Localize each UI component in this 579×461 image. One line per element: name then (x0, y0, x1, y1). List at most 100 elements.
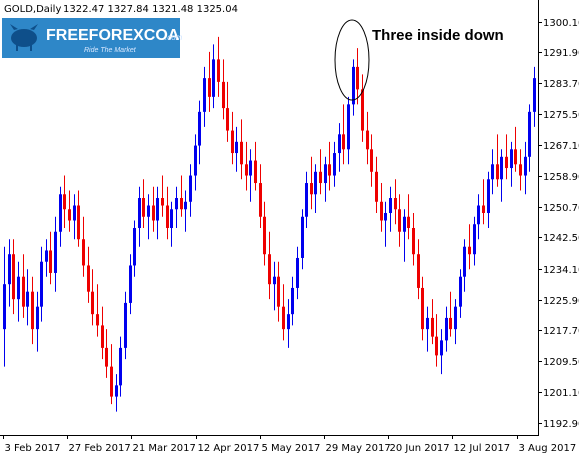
candle-body (435, 336, 438, 356)
candle-body (245, 164, 248, 176)
candle (287, 299, 290, 348)
candle-body (389, 198, 392, 214)
candle-body (440, 340, 443, 356)
candle-body (487, 179, 490, 214)
candle (301, 209, 304, 270)
y-tick-label: 1250.70 (543, 203, 579, 214)
candle (156, 186, 159, 240)
candle (31, 276, 34, 345)
x-tick-label: 3 Aug 2017 (519, 443, 577, 454)
ohlc-readout: 1322.47 1327.84 1321.48 1325.04 (63, 4, 238, 15)
candle (161, 175, 164, 217)
candle-body (282, 306, 285, 330)
candle-body (235, 141, 238, 154)
candle-body (273, 276, 276, 285)
candle-body (22, 276, 25, 307)
y-tick-label: 1275.50 (543, 110, 579, 121)
candle-body (268, 254, 271, 285)
candle-body (398, 209, 401, 232)
candle-body (184, 201, 187, 210)
candle-body (87, 265, 90, 292)
candle (147, 194, 150, 240)
candle (291, 276, 294, 326)
candle (138, 186, 141, 247)
x-tick-label: 29 May 2017 (326, 443, 391, 454)
candle-body (347, 104, 350, 150)
candle-body (3, 284, 6, 330)
candle-body (352, 66, 355, 105)
candle (222, 59, 225, 120)
candle-body (63, 194, 66, 210)
candle (259, 164, 262, 228)
candle-body (421, 287, 424, 330)
candle-body (240, 141, 243, 165)
candle-body (249, 160, 252, 176)
y-tick-label: 1267.10 (543, 141, 579, 152)
candle (519, 149, 522, 191)
pattern-highlight-ellipse (334, 19, 370, 101)
candle-body (431, 317, 434, 337)
candle (180, 175, 183, 217)
candle (208, 51, 211, 112)
candle (49, 231, 52, 285)
candle-body (449, 317, 452, 330)
candle-body (463, 246, 466, 277)
candle-body (482, 205, 485, 214)
candle-body (138, 198, 141, 228)
candle (245, 141, 248, 191)
candle (96, 284, 99, 337)
candle (449, 291, 452, 337)
candle (36, 291, 39, 352)
candle (370, 134, 373, 187)
candle (59, 186, 62, 247)
candle (273, 261, 276, 311)
candle-body (412, 227, 415, 255)
candle-body (129, 265, 132, 303)
candle (477, 194, 480, 240)
candle-body (468, 246, 471, 255)
candle (268, 231, 271, 300)
candle-body (477, 205, 480, 225)
candle-body (101, 325, 104, 348)
candle (73, 194, 76, 240)
candle (510, 141, 513, 187)
candle-body (189, 175, 192, 202)
candle-body (426, 317, 429, 330)
candle-body (77, 205, 80, 240)
candle (12, 239, 15, 315)
candle-body (319, 171, 322, 184)
candle (524, 141, 527, 195)
candle-body (203, 78, 206, 112)
candle-body (91, 291, 94, 315)
candle-body (454, 306, 457, 330)
x-axis: 3 Feb 2017 27 Feb 2017 21 Mar 2017 12 Apr 2… (3, 435, 577, 454)
candle (129, 254, 132, 315)
y-tick-label: 1242.50 (543, 233, 579, 244)
candle-body (96, 314, 99, 326)
candle (324, 156, 327, 202)
candle (101, 306, 104, 360)
candle (198, 100, 201, 165)
logo-tagline: Ride The Market (84, 47, 137, 54)
logo-name: FREEFOREXCOACH (46, 27, 202, 44)
x-tick-label: 21 Mar 2017 (133, 443, 196, 454)
candle-body (500, 156, 503, 180)
candle (514, 126, 517, 172)
candle-body (194, 145, 197, 176)
candle (26, 269, 29, 326)
candle-body (342, 134, 345, 150)
candle-body (459, 276, 462, 307)
candle-body (49, 250, 52, 273)
candle-body (510, 149, 513, 169)
candle-body (45, 250, 48, 262)
candle (152, 186, 155, 232)
candle (319, 149, 322, 195)
candle-body (356, 66, 359, 90)
candle-body (124, 302, 127, 348)
candle-body (305, 183, 308, 217)
candle-body (366, 130, 369, 150)
candle-body (217, 59, 220, 82)
candle-body (445, 317, 448, 341)
candle (263, 201, 266, 266)
candle-body (403, 216, 406, 232)
